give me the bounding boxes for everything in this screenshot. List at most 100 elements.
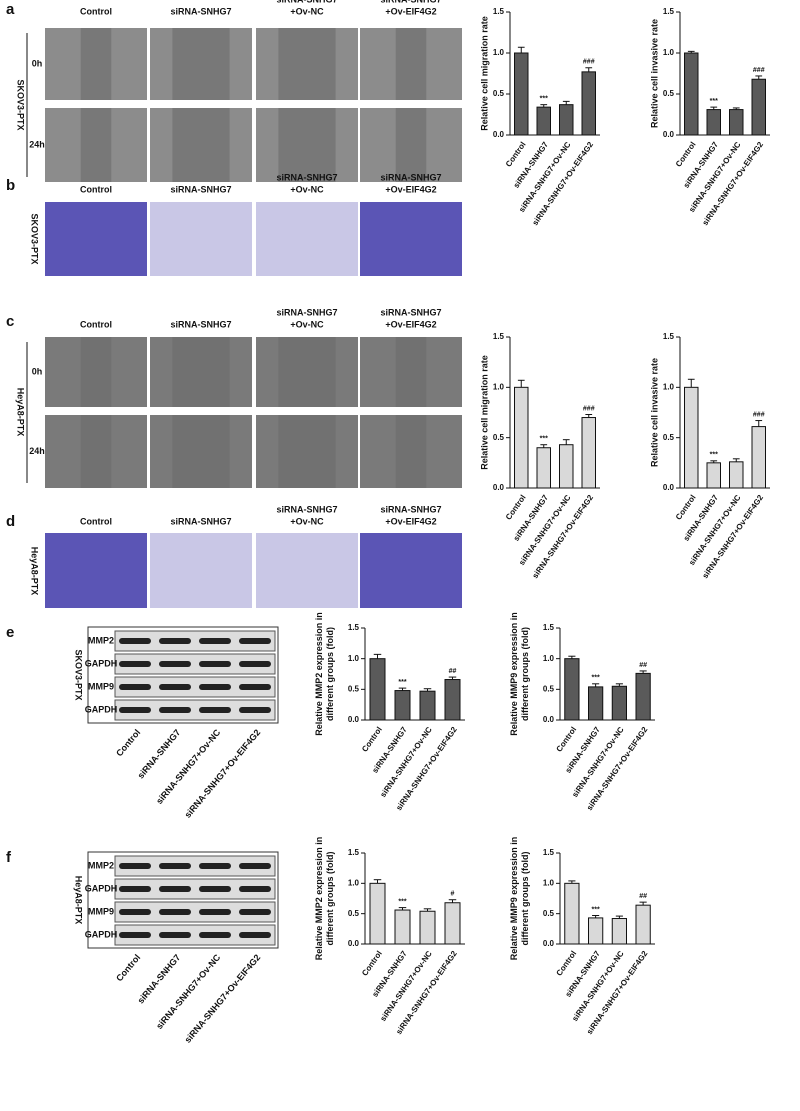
cell-line-label: SKOV3-PTX	[30, 213, 40, 264]
significance: ###	[583, 59, 595, 66]
cell-line-label: HeyA8-PTX	[30, 547, 40, 596]
band	[159, 863, 191, 869]
significance: ###	[753, 67, 765, 74]
bar	[419, 910, 436, 945]
band	[239, 932, 271, 938]
band	[159, 684, 191, 690]
bar	[751, 426, 766, 489]
bar	[394, 909, 411, 945]
bar	[514, 386, 529, 489]
column-header: +Ov-NC	[290, 184, 324, 194]
micrograph	[150, 533, 252, 608]
bar	[564, 658, 580, 721]
cell-line-label: SKOV3-PTX	[16, 79, 26, 130]
row-label: 0h	[32, 366, 43, 376]
blot-frame	[87, 626, 279, 724]
bar	[419, 690, 436, 721]
y-tick-label: 0.5	[493, 433, 505, 442]
column-header: +Ov-EIF4G2	[385, 516, 436, 526]
band	[239, 707, 271, 713]
micrograph	[45, 202, 147, 276]
y-tick-label: 1.0	[663, 48, 675, 57]
y-tick-label: 0.0	[348, 939, 360, 948]
micrograph	[45, 533, 147, 608]
y-tick-label: 0.5	[543, 909, 555, 918]
y-tick-label: 1.0	[543, 878, 555, 887]
cell-line-label: HeyA8-PTX	[16, 388, 26, 437]
y-tick-label: 1.5	[493, 332, 505, 341]
band	[159, 909, 191, 915]
column-header: Control	[80, 516, 112, 526]
column-header: +Ov-NC	[290, 516, 324, 526]
bar	[444, 679, 461, 721]
band	[119, 684, 151, 690]
row-label: 24h	[29, 446, 45, 456]
y-axis-label: Relative cell migration rate	[479, 16, 489, 131]
y-axis-label: different groups (fold)	[520, 627, 530, 721]
band	[199, 684, 231, 690]
y-tick-label: 0.0	[543, 715, 555, 724]
y-tick-label: 1.0	[493, 382, 505, 391]
blot-strip	[114, 924, 276, 946]
band	[239, 863, 271, 869]
column-header: Control	[80, 319, 112, 329]
bar	[684, 52, 699, 136]
cell-line-label: SKOV3-PTX	[74, 649, 84, 700]
wound-gap	[278, 337, 336, 407]
wound-gap	[278, 28, 336, 100]
y-axis-label: Relative MMP2 expression in	[314, 837, 324, 961]
band-label: MMP2	[88, 635, 114, 645]
x-tick-label: Control	[504, 140, 528, 168]
significance: ###	[753, 411, 765, 418]
wound-gap	[395, 337, 427, 407]
band	[239, 638, 271, 644]
band	[119, 909, 151, 915]
lane-label: Control	[114, 727, 142, 758]
y-tick-label: 0.0	[543, 939, 555, 948]
significance: ***	[592, 906, 600, 913]
y-tick-label: 1.5	[543, 623, 555, 632]
y-axis-label: Relative MMP9 expression in	[509, 612, 519, 736]
y-tick-label: 0.0	[663, 483, 675, 492]
band	[199, 638, 231, 644]
significance: ##	[639, 662, 647, 669]
y-tick-label: 1.5	[663, 332, 675, 341]
column-header: siRNA-SNHG7	[170, 6, 231, 16]
bar	[369, 658, 386, 721]
x-tick-label: Control	[504, 493, 528, 521]
band	[199, 932, 231, 938]
band	[239, 909, 271, 915]
band	[119, 932, 151, 938]
band-label: GAPDH	[85, 929, 118, 939]
y-axis-label: Relative cell invasive rate	[649, 358, 659, 467]
y-tick-label: 0.5	[493, 89, 505, 98]
y-tick-label: 1.0	[493, 48, 505, 57]
column-header: siRNA-SNHG7	[170, 319, 231, 329]
y-tick-label: 1.0	[348, 878, 360, 887]
band	[159, 886, 191, 892]
band-label: MMP9	[88, 681, 114, 691]
band	[119, 661, 151, 667]
band-label: MMP2	[88, 860, 114, 870]
blot-strip	[114, 855, 276, 877]
bar	[729, 109, 744, 136]
wound-gap	[172, 337, 230, 407]
panel-letter: f	[6, 849, 12, 866]
y-tick-label: 1.5	[663, 7, 675, 16]
wound-gap	[80, 28, 112, 100]
bar	[611, 918, 627, 945]
column-header: siRNA-SNHG7	[380, 504, 441, 514]
significance: ***	[592, 675, 600, 682]
panel-letter: c	[6, 313, 14, 330]
bar	[729, 461, 744, 489]
band-label: MMP9	[88, 906, 114, 916]
blot-strip	[114, 878, 276, 900]
column-header: siRNA-SNHG7	[276, 504, 337, 514]
column-header: +Ov-EIF4G2	[385, 184, 436, 194]
y-axis-label: Relative MMP9 expression in	[509, 837, 519, 961]
panel-letter: d	[6, 513, 15, 530]
band	[239, 661, 271, 667]
y-tick-label: 0.5	[663, 89, 675, 98]
blot-frame	[87, 851, 279, 949]
wound-gap	[80, 108, 112, 182]
